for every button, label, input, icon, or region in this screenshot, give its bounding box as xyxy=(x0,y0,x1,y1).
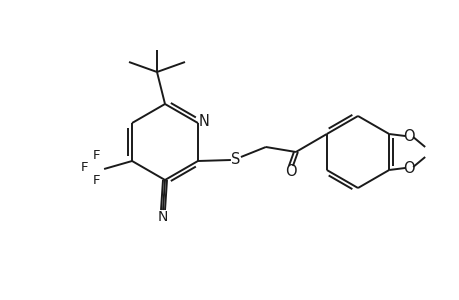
Text: N: N xyxy=(157,210,168,224)
Text: F: F xyxy=(92,175,100,188)
Text: O: O xyxy=(403,160,414,175)
Text: O: O xyxy=(285,164,296,179)
Text: F: F xyxy=(80,160,88,173)
Text: F: F xyxy=(92,148,100,161)
Text: S: S xyxy=(231,152,240,166)
Text: O: O xyxy=(403,128,414,143)
Text: N: N xyxy=(198,113,209,128)
